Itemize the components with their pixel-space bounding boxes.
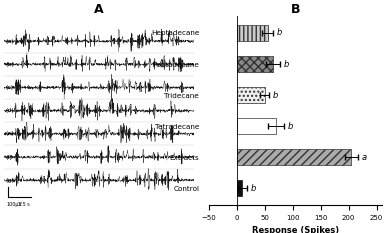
Text: b: b: [273, 91, 278, 100]
Bar: [237, 56, 273, 72]
Text: (b): (b): [6, 62, 15, 67]
Text: (c): (c): [6, 85, 14, 90]
Bar: [237, 180, 242, 196]
Text: b: b: [283, 60, 289, 69]
Text: b: b: [288, 122, 293, 131]
Bar: [237, 118, 276, 134]
Text: b: b: [250, 184, 256, 193]
Title: A: A: [94, 3, 104, 16]
Title: B: B: [291, 3, 300, 16]
Text: 100μV: 100μV: [7, 202, 23, 207]
Text: (d): (d): [6, 108, 15, 113]
X-axis label: Response (Spikes): Response (Spikes): [252, 226, 339, 233]
Text: b: b: [276, 28, 282, 38]
Text: (g): (g): [6, 178, 15, 183]
Text: (a): (a): [6, 39, 14, 44]
Text: (e): (e): [6, 131, 14, 136]
Text: a: a: [361, 153, 367, 162]
Bar: [237, 149, 351, 165]
Bar: [237, 25, 267, 41]
Text: 3.5 s: 3.5 s: [18, 202, 30, 207]
Bar: [237, 87, 265, 103]
Text: (f): (f): [6, 154, 13, 160]
